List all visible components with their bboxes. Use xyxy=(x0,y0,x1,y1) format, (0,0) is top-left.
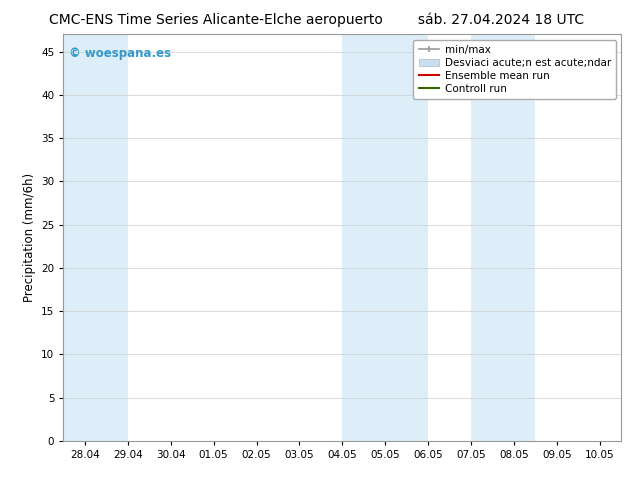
Bar xyxy=(63,34,128,441)
Text: © woespana.es: © woespana.es xyxy=(69,47,171,59)
Bar xyxy=(342,34,428,441)
Text: CMC-ENS Time Series Alicante-Elche aeropuerto        sáb. 27.04.2024 18 UTC: CMC-ENS Time Series Alicante-Elche aerop… xyxy=(49,12,585,27)
Y-axis label: Precipitation (mm/6h): Precipitation (mm/6h) xyxy=(23,173,36,302)
Legend: min/max, Desviaci acute;n est acute;ndar, Ensemble mean run, Controll run: min/max, Desviaci acute;n est acute;ndar… xyxy=(413,40,616,99)
Bar xyxy=(471,34,536,441)
